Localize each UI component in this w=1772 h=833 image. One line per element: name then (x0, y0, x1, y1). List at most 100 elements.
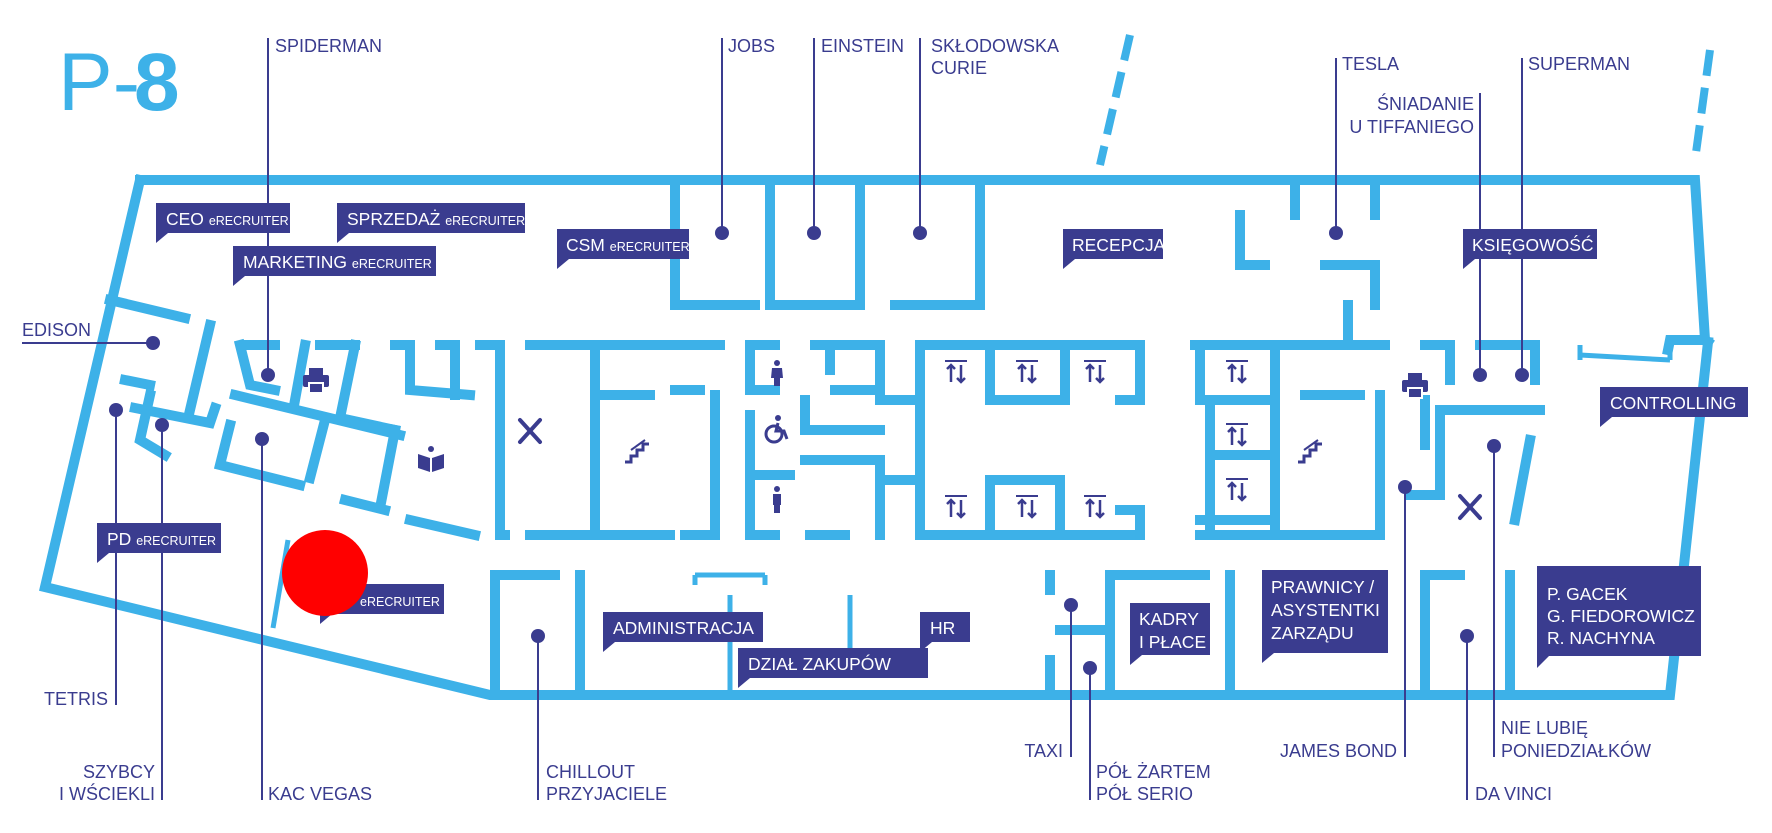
cutlery-icon (518, 418, 542, 444)
svg-text:MARKETING eRECRUITER: MARKETING eRECRUITER (243, 252, 432, 272)
room-dot-tetris[interactable] (109, 403, 123, 417)
facility-icons (303, 360, 1482, 520)
stairs-icon (1298, 439, 1322, 464)
tag-recepcja[interactable]: RECEPCJA (1063, 229, 1166, 269)
label-sniadanie-1: ŚNIADANIE (1377, 93, 1474, 114)
label-pol-2: PÓŁ SERIO (1096, 783, 1193, 804)
room-labels: SPIDERMAN JOBS EINSTEIN SKŁODOWSKA CURIE… (22, 36, 1651, 804)
tag-sprzedaz[interactable]: SPRZEDAŻ eRECRUITER (337, 203, 525, 243)
elevator-icon (1016, 360, 1038, 384)
book-icon (418, 446, 444, 472)
svg-text:PD eRECRUITER: PD eRECRUITER (107, 529, 216, 549)
svg-text:KADRY: KADRY (1139, 609, 1199, 629)
label-tetris: TETRIS (44, 689, 108, 709)
label-chillout-1: CHILLOUT (546, 762, 635, 782)
svg-text:ASYSTENTKI: ASYSTENTKI (1271, 600, 1380, 620)
svg-text:RECEPCJA: RECEPCJA (1072, 235, 1166, 255)
room-dot-taxi[interactable] (1064, 598, 1078, 612)
elevator-icon (1226, 423, 1248, 447)
elevator-icon (1226, 478, 1248, 502)
elevator-icon (1084, 360, 1106, 384)
room-dot-nie-lubie[interactable] (1487, 439, 1501, 453)
tag-hr[interactable]: HR (920, 612, 970, 652)
label-chillout-2: PRZYJACIELE (546, 784, 667, 804)
label-spiderman: SPIDERMAN (275, 36, 382, 56)
tag-administracja[interactable]: ADMINISTRACJA (603, 612, 763, 652)
label-nie-lubie-1: NIE LUBIĘ (1501, 718, 1588, 738)
room-dot-edison[interactable] (146, 336, 160, 350)
tag-controlling[interactable]: CONTROLLING (1600, 387, 1748, 427)
stairs-icon (625, 439, 649, 464)
tag-ceo[interactable]: CEO eRECRUITER (156, 203, 290, 243)
label-james-bond: JAMES BOND (1280, 741, 1397, 761)
elevator-icon (945, 360, 967, 384)
tag-kadry[interactable]: KADRY I PŁACE (1130, 603, 1210, 665)
label-sniadanie-2: U TIFFANIEGO (1349, 117, 1474, 137)
label-einstein: EINSTEIN (821, 36, 904, 56)
location-marker[interactable] (282, 530, 368, 616)
tag-ksiegowosc[interactable]: KSIĘGOWOŚĆ (1463, 229, 1597, 269)
elevator-icon (1016, 495, 1038, 519)
room-dot-superman[interactable] (1515, 368, 1529, 382)
svg-text:CONTROLLING: CONTROLLING (1610, 393, 1736, 413)
tag-prawnicy[interactable]: PRAWNICY / ASYSTENTKI ZARZĄDU (1262, 570, 1388, 663)
label-pol-1: PÓŁ ŻARTEM (1096, 761, 1211, 782)
svg-text:CEO eRECRUITER: CEO eRECRUITER (166, 209, 289, 229)
tag-dzial-zakupow[interactable]: DZIAŁ ZAKUPÓW (738, 648, 928, 688)
room-dot-sklodowska[interactable] (913, 226, 927, 240)
room-dot-spiderman[interactable] (261, 368, 275, 382)
svg-text:DZIAŁ ZAKUPÓW: DZIAŁ ZAKUPÓW (748, 653, 891, 674)
label-szybcy-2: I WŚCIEKLI (59, 783, 155, 804)
room-dot-sniadanie[interactable] (1473, 368, 1487, 382)
tag-pd[interactable]: PD eRECRUITER (97, 523, 221, 563)
label-jobs: JOBS (728, 36, 775, 56)
room-markers (109, 226, 1529, 675)
svg-text:ADMINISTRACJA: ADMINISTRACJA (613, 618, 754, 638)
svg-text:ZARZĄDU: ZARZĄDU (1271, 623, 1354, 643)
label-szybcy-1: SZYBCY (83, 762, 155, 782)
room-dot-einstein[interactable] (807, 226, 821, 240)
floor-title-prefix: P- (58, 37, 140, 128)
label-tesla: TESLA (1342, 54, 1399, 74)
label-taxi: TAXI (1024, 741, 1063, 761)
svg-text:CSM eRECRUITER: CSM eRECRUITER (566, 235, 690, 255)
room-dot-tesla[interactable] (1329, 226, 1343, 240)
svg-text:SPRZEDAŻ eRECRUITER: SPRZEDAŻ eRECRUITER (347, 209, 525, 229)
tag-csm[interactable]: CSM eRECRUITER (557, 229, 690, 269)
label-sklodowska-2: CURIE (931, 58, 987, 78)
printer-icon (303, 368, 329, 394)
room-dot-kac-vegas[interactable] (255, 432, 269, 446)
label-superman: SUPERMAN (1528, 54, 1630, 74)
label-sklodowska-1: SKŁODOWSKA (931, 36, 1059, 56)
label-edison: EDISON (22, 320, 91, 340)
label-da-vinci: DA VINCI (1475, 784, 1552, 804)
wheelchair-icon (764, 415, 789, 444)
svg-text:I PŁACE: I PŁACE (1139, 632, 1206, 652)
room-dot-james-bond[interactable] (1398, 480, 1412, 494)
svg-text:G. FIEDOROWICZ: G. FIEDOROWICZ (1547, 606, 1695, 626)
leader-lines (22, 38, 1523, 800)
svg-text:eRECRUITER: eRECRUITER (360, 595, 440, 609)
svg-text:R. NACHYNA: R. NACHYNA (1547, 628, 1655, 648)
svg-text:HR: HR (930, 618, 955, 638)
svg-text:PRAWNICY /: PRAWNICY / (1271, 577, 1374, 597)
printer-icon (1402, 373, 1428, 399)
department-tags: CEO eRECRUITER SPRZEDAŻ eRECRUITER MARKE… (97, 203, 1748, 688)
svg-text:KSIĘGOWOŚĆ: KSIĘGOWOŚĆ (1472, 234, 1594, 255)
label-nie-lubie-2: PONIEDZIAŁKÓW (1501, 740, 1651, 761)
svg-text:P. GACEK: P. GACEK (1547, 584, 1628, 604)
cutlery-icon (1458, 494, 1482, 520)
room-dot-da-vinci[interactable] (1460, 629, 1474, 643)
room-dot-pol-zartem[interactable] (1083, 661, 1097, 675)
room-dot-jobs[interactable] (715, 226, 729, 240)
room-dot-chillout[interactable] (531, 629, 545, 643)
floor-title-number: 8 (134, 37, 180, 128)
label-kac-vegas: KAC VEGAS (268, 784, 372, 804)
person-icon (773, 486, 781, 513)
elevator-icon (1084, 495, 1106, 519)
elevator-icon (945, 495, 967, 519)
room-dot-szybcy[interactable] (155, 418, 169, 432)
tag-zarzad[interactable]: P. GACEK G. FIEDOROWICZ R. NACHYNA (1537, 566, 1701, 668)
tag-marketing[interactable]: MARKETING eRECRUITER (233, 246, 436, 286)
